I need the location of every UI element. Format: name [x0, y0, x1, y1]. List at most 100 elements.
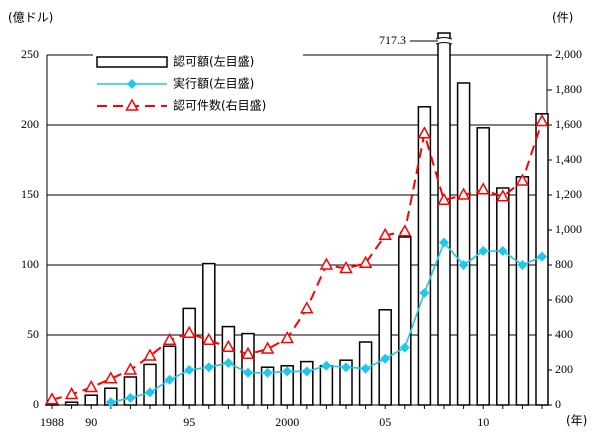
marker: [378, 227, 392, 240]
marker: [105, 397, 116, 408]
bar: [476, 127, 490, 406]
x-tick-label: 90: [85, 415, 97, 429]
marker: [182, 325, 196, 338]
marker: [496, 189, 510, 202]
marker: [123, 362, 138, 375]
axis-break: [436, 39, 452, 44]
x-tick-label: 95: [183, 415, 195, 429]
marker: [300, 301, 314, 314]
marker: [437, 192, 451, 205]
marker: [125, 393, 136, 403]
y-axis-label: (億ドル): [8, 11, 53, 25]
marker: [319, 257, 334, 270]
bar: [182, 307, 196, 406]
bar: [84, 394, 98, 406]
bar: [437, 32, 451, 406]
marker: [221, 339, 236, 352]
y-tick-label: 250: [21, 47, 39, 61]
bar: [319, 365, 334, 406]
marker: [419, 288, 430, 298]
marker: [202, 332, 216, 345]
marker: [476, 182, 490, 195]
marker: [517, 260, 528, 270]
marker: [104, 371, 118, 384]
y-tick-label: 0: [33, 397, 39, 411]
data-label: 717.3: [379, 33, 406, 47]
marker: [184, 365, 195, 375]
marker: [282, 366, 293, 377]
marker: [478, 246, 489, 256]
bar: [260, 366, 275, 406]
x-tick-label: 1988: [40, 415, 64, 429]
marker: [241, 346, 255, 359]
legend-label: 認可額(左目盛): [173, 54, 254, 69]
bar: [456, 82, 471, 406]
marker: [535, 113, 549, 127]
marker: [341, 362, 351, 373]
bar: [417, 106, 432, 406]
marker: [515, 173, 530, 186]
y2-tick-label: 1,600: [555, 117, 582, 131]
marker: [223, 358, 234, 368]
marker: [417, 126, 432, 139]
y-tick-label: 100: [21, 257, 39, 271]
y-tick-label: 200: [21, 117, 39, 131]
y-tick-label: 50: [27, 327, 39, 341]
marker: [145, 387, 155, 398]
y2-tick-label: 2,000: [555, 47, 582, 61]
bar: [515, 176, 530, 406]
legend-swatch: [125, 98, 139, 111]
y2-tick-label: 400: [555, 327, 573, 341]
x-tick-label: 2000: [275, 415, 299, 429]
y2-axis-label: (件): [552, 11, 573, 25]
marker: [164, 374, 175, 385]
legend-swatch: [127, 79, 137, 89]
marker: [339, 260, 353, 274]
y2-tick-label: 1,800: [555, 82, 582, 96]
y2-tick-label: 600: [555, 292, 573, 306]
marker: [64, 386, 79, 400]
legend-swatch: [96, 56, 168, 68]
legend-label: 実行額(左目盛): [173, 76, 254, 91]
marker: [280, 330, 294, 344]
x-axis-label: (年): [566, 414, 587, 428]
line: [51, 121, 543, 401]
y2-tick-label: 800: [555, 257, 573, 271]
marker: [84, 379, 98, 393]
bar: [280, 365, 294, 406]
marker: [398, 224, 412, 237]
legend-label: 認可件数(右目盛): [173, 98, 266, 113]
marker: [45, 392, 59, 405]
marker: [360, 363, 371, 374]
marker: [260, 341, 275, 354]
y2-tick-label: 1,400: [555, 152, 582, 166]
y2-tick-label: 200: [555, 362, 573, 376]
marker: [243, 367, 253, 378]
y-tick-label: 150: [21, 187, 39, 201]
bar: [143, 363, 157, 406]
marker: [380, 353, 391, 364]
x-tick-label: 10: [477, 415, 489, 429]
marker: [262, 367, 273, 378]
marker: [537, 251, 547, 262]
marker: [497, 246, 508, 256]
marker: [439, 237, 449, 248]
marker: [162, 332, 177, 345]
y2-tick-label: 1,200: [555, 187, 582, 201]
bar: [64, 401, 79, 406]
marker: [458, 260, 469, 270]
y2-tick-label: 0: [555, 397, 561, 411]
y2-tick-label: 1,000: [555, 222, 582, 236]
axis-break: [435, 37, 453, 45]
x-tick-label: 05: [379, 415, 391, 429]
bar: [496, 187, 510, 406]
marker: [143, 348, 157, 361]
bar: [398, 236, 412, 406]
marker: [358, 255, 373, 268]
marker: [321, 360, 332, 371]
marker: [456, 187, 471, 200]
marker: [203, 362, 214, 373]
marker: [301, 366, 312, 377]
marker: [399, 342, 410, 353]
